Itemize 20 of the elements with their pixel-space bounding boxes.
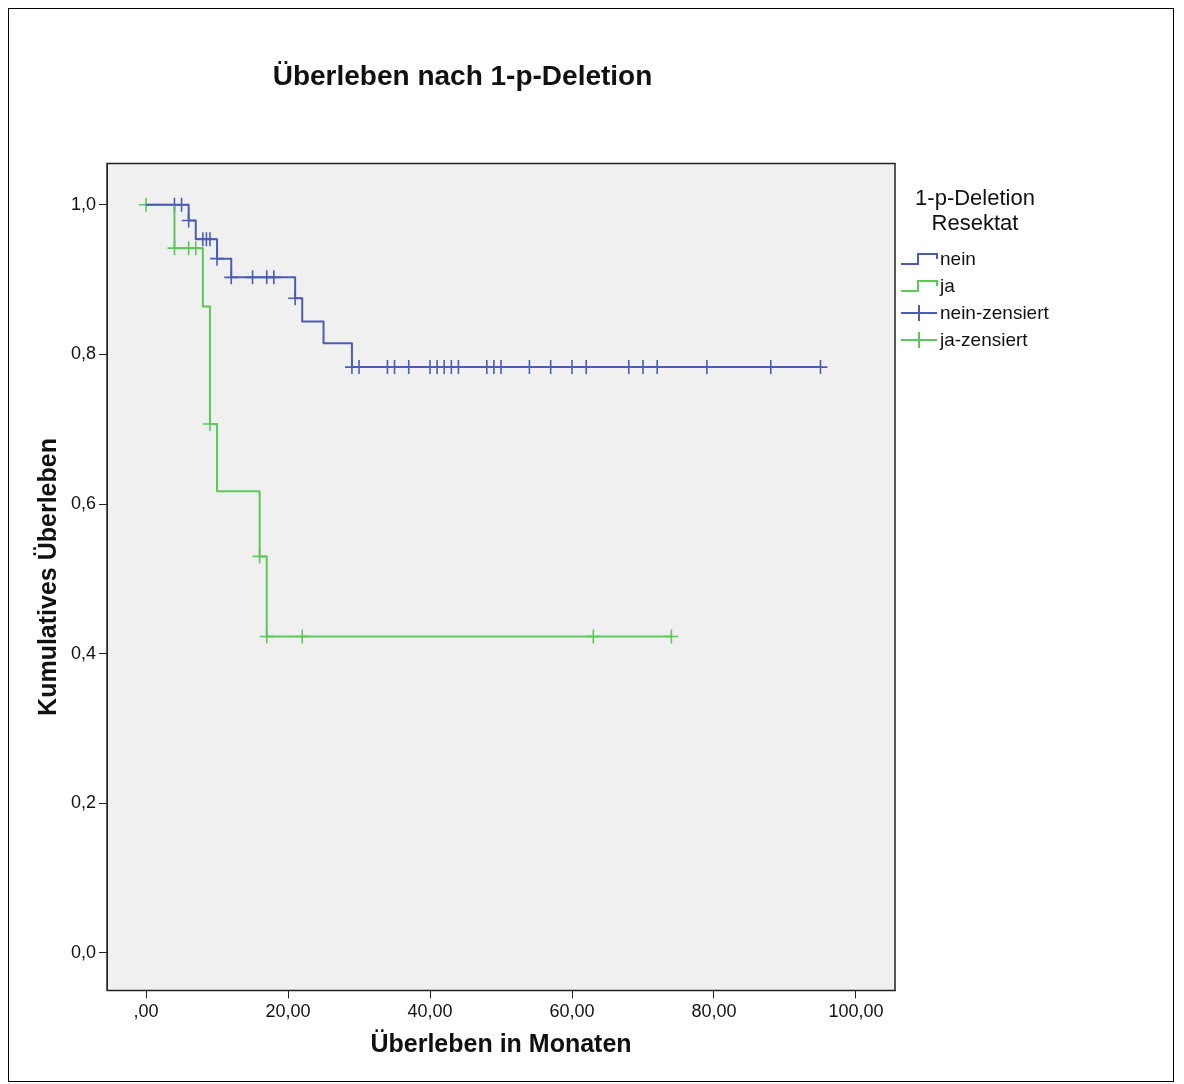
chart-title: Überleben nach 1-p-Deletion: [272, 59, 653, 91]
y-tick-label: 0,2: [70, 792, 97, 813]
legend-label: nein-zensiert: [940, 301, 1049, 324]
legend-title: 1-p-Deletion Resektat: [914, 185, 1036, 235]
x-tick-label: 40,00: [407, 1001, 453, 1022]
legend-label: nein: [940, 247, 976, 270]
y-tick-label: 0,6: [70, 493, 97, 514]
x-tick-label: 80,00: [691, 1001, 737, 1022]
x-tick-label: 20,00: [265, 1001, 311, 1022]
y-tick-label: 0,0: [70, 941, 97, 962]
y-tick-label: 0,4: [70, 642, 97, 663]
x-tick-label: 60,00: [549, 1001, 595, 1022]
x-tick-label: 100,00: [828, 1001, 884, 1022]
x-axis-title: Überleben in Monaten: [370, 1028, 632, 1057]
y-tick-label: 1,0: [70, 193, 97, 214]
x-tick-label: ,00: [133, 1001, 159, 1022]
y-tick-label: 0,8: [70, 343, 97, 364]
legend-label: ja: [940, 274, 955, 297]
y-axis-title: Kumulatives Überleben: [32, 438, 61, 716]
legend-label: ja-zensiert: [940, 328, 1028, 351]
